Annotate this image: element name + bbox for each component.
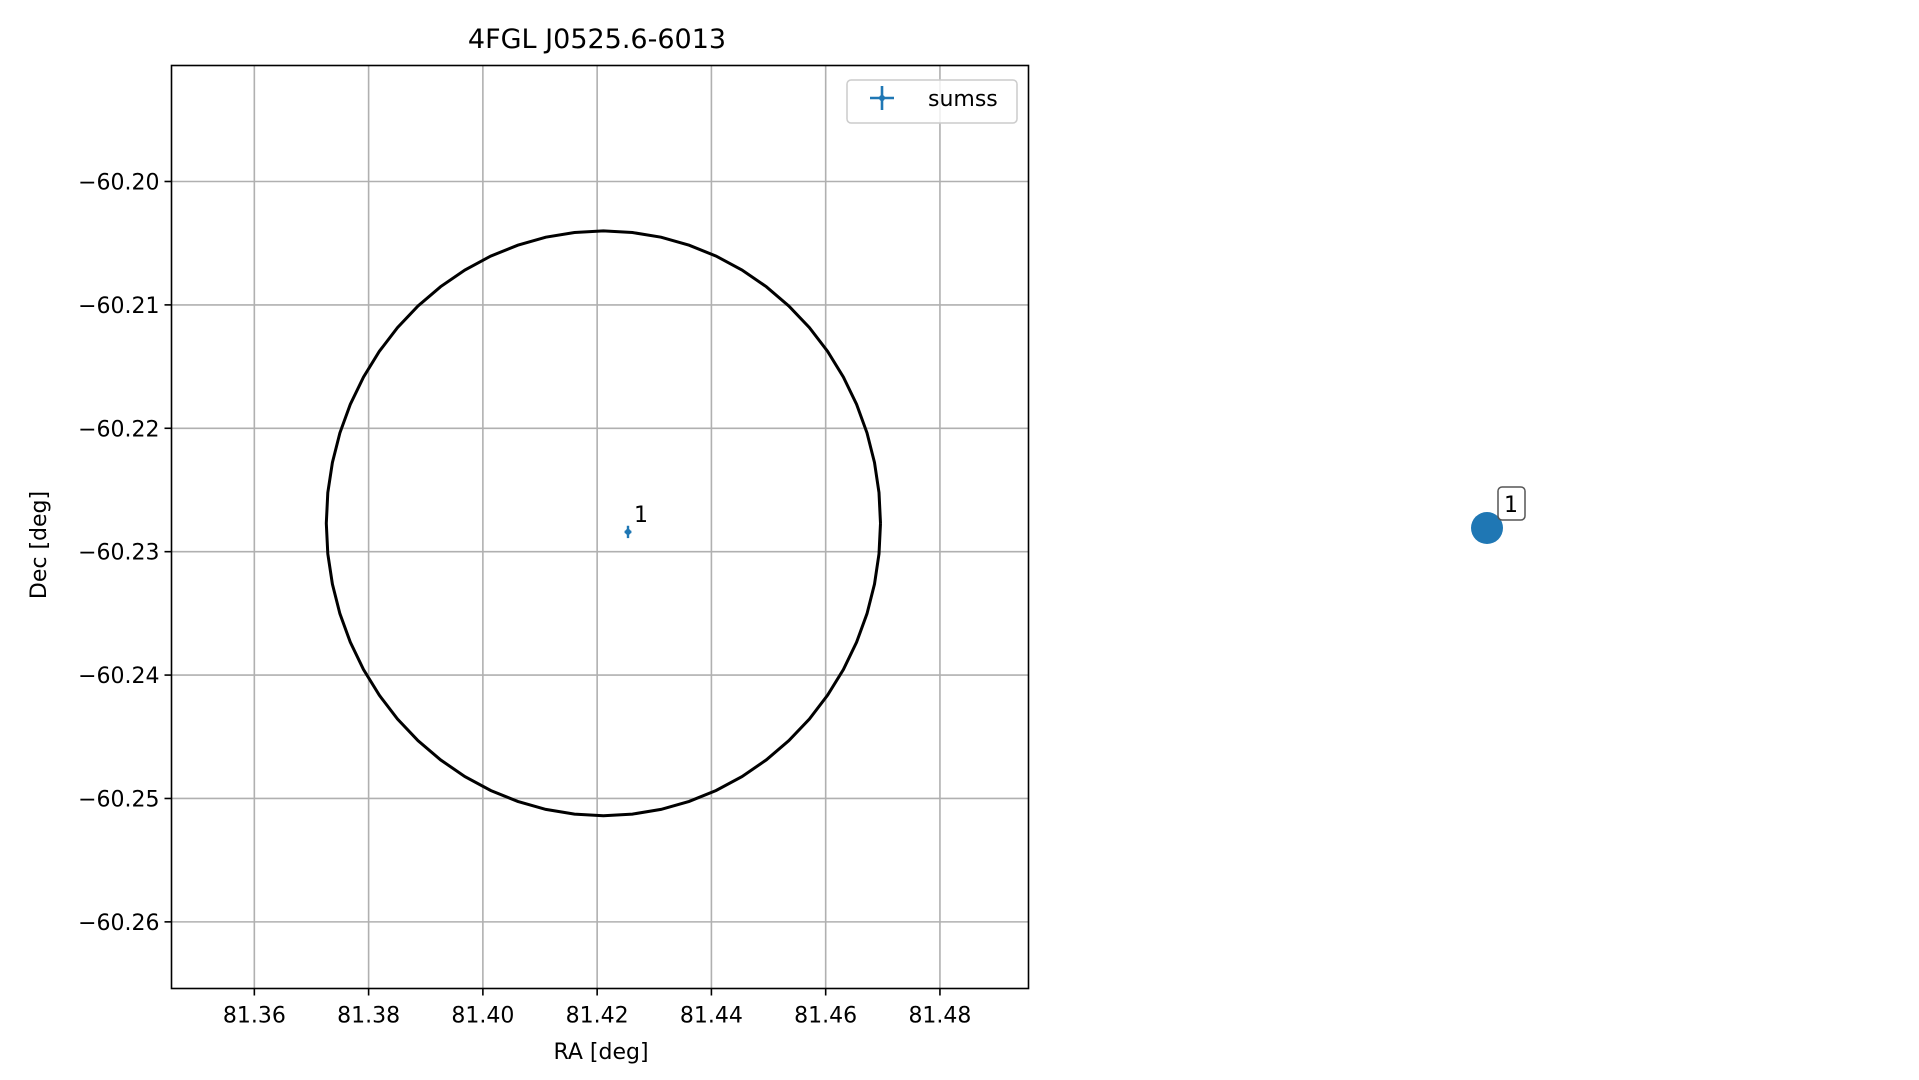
x-axis: 81.36 81.38 81.40 81.42 81.44 81.46 81.48: [223, 988, 971, 1029]
grid: [171, 65, 1029, 989]
legend-box: [846, 79, 1018, 124]
x-axis-label: RA [deg]: [553, 1040, 648, 1065]
y-tick-label: −60.20: [78, 170, 159, 195]
y-tick-label: −60.25: [78, 787, 159, 812]
legend-label-sumss: sumss: [928, 87, 998, 112]
legend: sumss: [846, 79, 1018, 124]
side-panel-marker: [1471, 512, 1503, 544]
localization-ellipse-layer: [324, 229, 882, 818]
x-tick-label: 81.40: [451, 1004, 514, 1029]
legend-marker-dot: [879, 95, 885, 101]
y-axis: −60.20 −60.21 −60.22 −60.23 −60.24 −60.25 −60.…: [78, 170, 172, 936]
y-tick-label: −60.23: [78, 541, 159, 566]
x-tick-label: 81.38: [337, 1004, 400, 1029]
y-axis-label: Dec [deg]: [27, 491, 52, 599]
y-tick-label: −60.24: [78, 664, 159, 689]
data-point-marker: [624, 528, 631, 535]
y-tick-label: −60.21: [78, 294, 159, 319]
x-tick-label: 81.46: [794, 1004, 857, 1029]
y-tick-label: −60.22: [78, 417, 159, 442]
side-panel-label: 1: [1504, 493, 1518, 518]
data-points-layer: 1: [624, 503, 648, 539]
x-tick-label: 81.48: [908, 1004, 971, 1029]
x-tick-label: 81.44: [680, 1004, 743, 1029]
side-panel: 1: [1471, 486, 1526, 544]
data-point-label: 1: [634, 503, 648, 528]
plot-title: 4FGL J0525.6-6013: [468, 24, 726, 55]
plot-frame: [170, 64, 1030, 990]
side-panel-label-box: [1497, 486, 1526, 521]
x-tick-label: 81.36: [223, 1004, 286, 1029]
localization-ellipse: [324, 229, 882, 818]
y-tick-label: −60.26: [78, 911, 159, 936]
plot-area: 1: [170, 64, 1030, 990]
x-tick-label: 81.42: [566, 1004, 629, 1029]
